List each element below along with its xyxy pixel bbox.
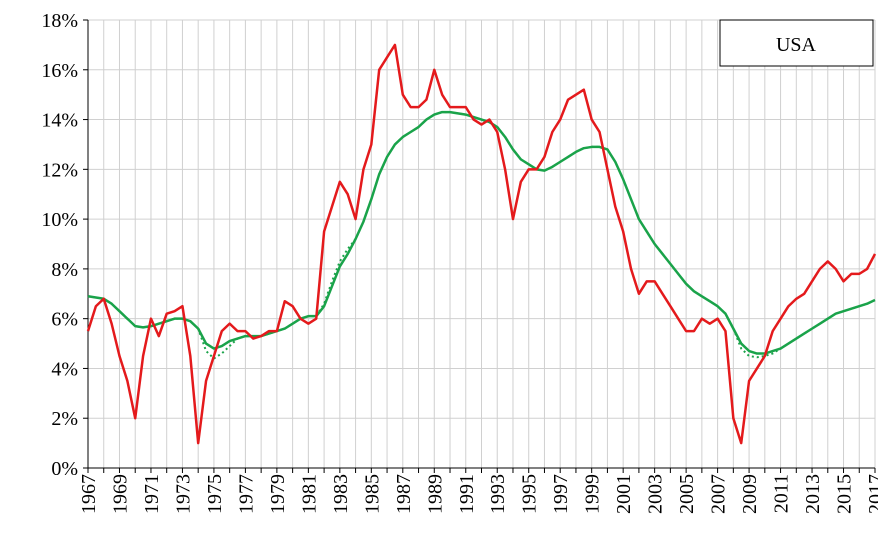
- x-tick-label: 1973: [172, 474, 194, 514]
- x-tick-label: 2011: [771, 474, 793, 513]
- x-tick-label: 2009: [739, 474, 761, 514]
- x-tick-label: 1985: [361, 474, 383, 514]
- y-tick-label: 6%: [51, 309, 78, 331]
- x-tick-label: 2005: [676, 474, 698, 514]
- data-line: [87, 111, 876, 360]
- data-line: [86, 43, 877, 445]
- x-tick-label: 2003: [645, 474, 667, 514]
- y-tick-label: 18%: [41, 10, 78, 32]
- x-tick-label: 1979: [267, 474, 289, 514]
- x-tick-label: 1989: [424, 474, 446, 514]
- y-tick-label: 10%: [41, 209, 78, 231]
- x-tick-label: 1971: [141, 474, 163, 514]
- x-tick-label: 2015: [834, 474, 856, 514]
- y-tick-label: 8%: [51, 259, 78, 281]
- y-tick-label: 4%: [51, 358, 78, 380]
- x-tick-label: 1969: [109, 474, 131, 514]
- x-tick-label: 1967: [78, 474, 100, 514]
- y-tick-label: 12%: [41, 159, 78, 181]
- annotation-box: [719, 19, 874, 67]
- x-tick-label: 1981: [298, 474, 320, 514]
- x-tick-label: 2017: [865, 474, 878, 514]
- x-tick-label: 1977: [235, 474, 257, 514]
- x-tick-label: 1987: [393, 474, 415, 514]
- data-line: [87, 110, 876, 355]
- y-tick-label: 14%: [41, 110, 78, 132]
- x-tick-label: 1975: [204, 474, 226, 514]
- y-tick-label: 0%: [51, 458, 78, 480]
- annotation: USA: [776, 34, 817, 56]
- x-tick-label: 1999: [582, 474, 604, 514]
- x-tick-label: 2013: [802, 474, 824, 514]
- x-tick-label: 1991: [456, 474, 478, 514]
- x-tick-label: 2007: [708, 474, 730, 514]
- x-tick-label: 2001: [613, 474, 635, 514]
- x-tick-label: 1995: [519, 474, 541, 514]
- x-tick-label: 1993: [487, 474, 509, 514]
- x-tick-label: 1983: [330, 474, 352, 514]
- x-tick-label: 1997: [550, 474, 572, 514]
- y-tick-label: 16%: [41, 60, 78, 82]
- y-tick-label: 2%: [51, 408, 78, 430]
